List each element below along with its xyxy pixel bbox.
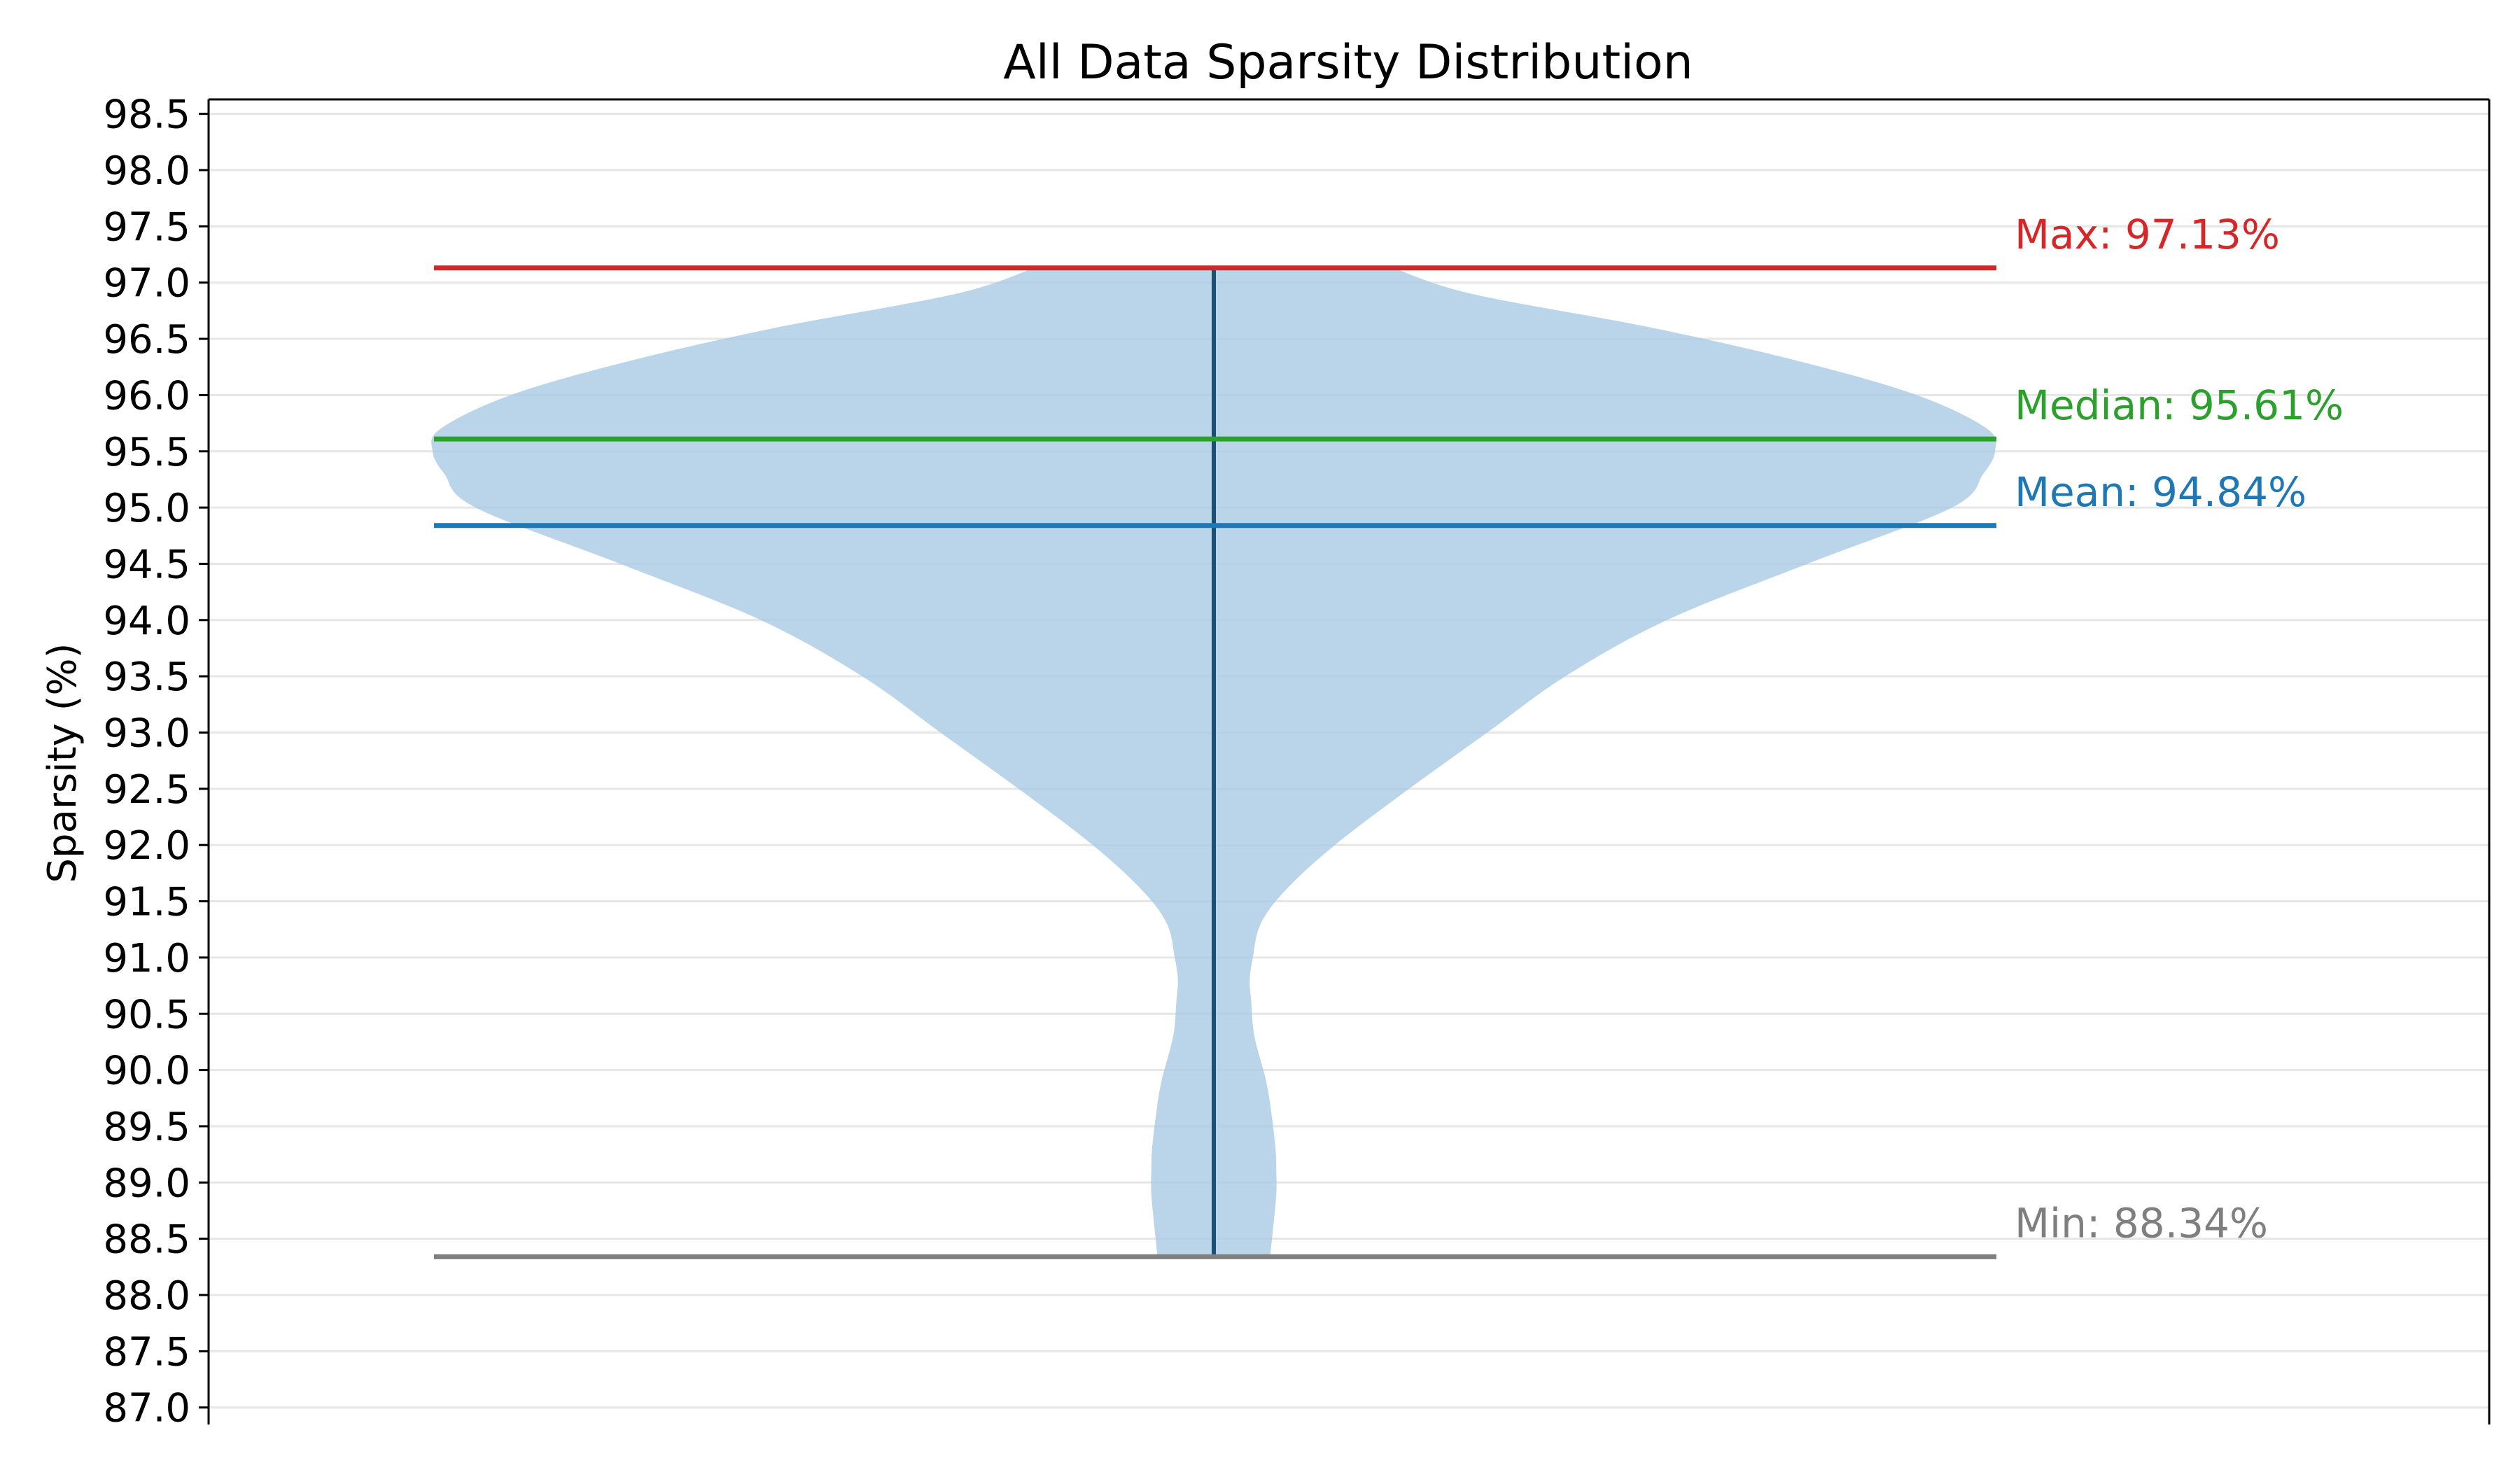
y-tick-label: 97.5 bbox=[103, 204, 190, 250]
y-axis-label: Sparsity (%) bbox=[40, 643, 85, 883]
y-tick-label: 98.5 bbox=[103, 92, 190, 138]
y-tick-label: 94.0 bbox=[103, 598, 190, 644]
y-tick-label: 96.0 bbox=[103, 373, 190, 419]
min-label: Min: 88.34% bbox=[2015, 1199, 2268, 1247]
violin-plot bbox=[431, 267, 1996, 1257]
chart-title: All Data Sparsity Distribution bbox=[1003, 35, 1693, 90]
y-tick-label: 90.0 bbox=[103, 1049, 190, 1094]
y-tick-label: 96.5 bbox=[103, 317, 190, 363]
y-tick-label: 90.5 bbox=[103, 992, 190, 1037]
y-tick-label: 95.0 bbox=[103, 486, 190, 531]
y-tick-label: 95.5 bbox=[103, 430, 190, 475]
y-tick-label: 97.0 bbox=[103, 261, 190, 307]
y-tick-label: 88.0 bbox=[103, 1273, 190, 1319]
y-tick-label: 92.5 bbox=[103, 767, 190, 813]
y-tick-label: 91.0 bbox=[103, 936, 190, 981]
y-tick-label: 92.0 bbox=[103, 823, 190, 869]
y-tick-label: 93.0 bbox=[103, 711, 190, 757]
y-tick-label: 87.5 bbox=[103, 1329, 190, 1375]
median-label: Median: 95.61% bbox=[2015, 382, 2344, 429]
y-tick-labels: 87.0 87.5 88.0 88.5 89.0 89.5 90.0 90.5 91.0 91.5… bbox=[103, 92, 209, 1432]
stat-lines: Max: 97.13% Median: 95.61% Mean: 94.84% Min… bbox=[434, 211, 2344, 1259]
y-tick-label: 89.5 bbox=[103, 1105, 190, 1150]
y-tick-label: 94.5 bbox=[103, 542, 190, 587]
y-tick-label: 87.0 bbox=[103, 1386, 190, 1432]
y-tick-label: 91.5 bbox=[103, 880, 190, 925]
y-tick-label: 93.5 bbox=[103, 654, 190, 700]
y-tick-label: 89.0 bbox=[103, 1161, 190, 1206]
y-tick-label: 88.5 bbox=[103, 1217, 190, 1263]
mean-label: Mean: 94.84% bbox=[2015, 468, 2306, 516]
y-tick-label: 98.0 bbox=[103, 148, 190, 194]
axes bbox=[207, 98, 2491, 1424]
max-label: Max: 97.13% bbox=[2015, 211, 2280, 258]
